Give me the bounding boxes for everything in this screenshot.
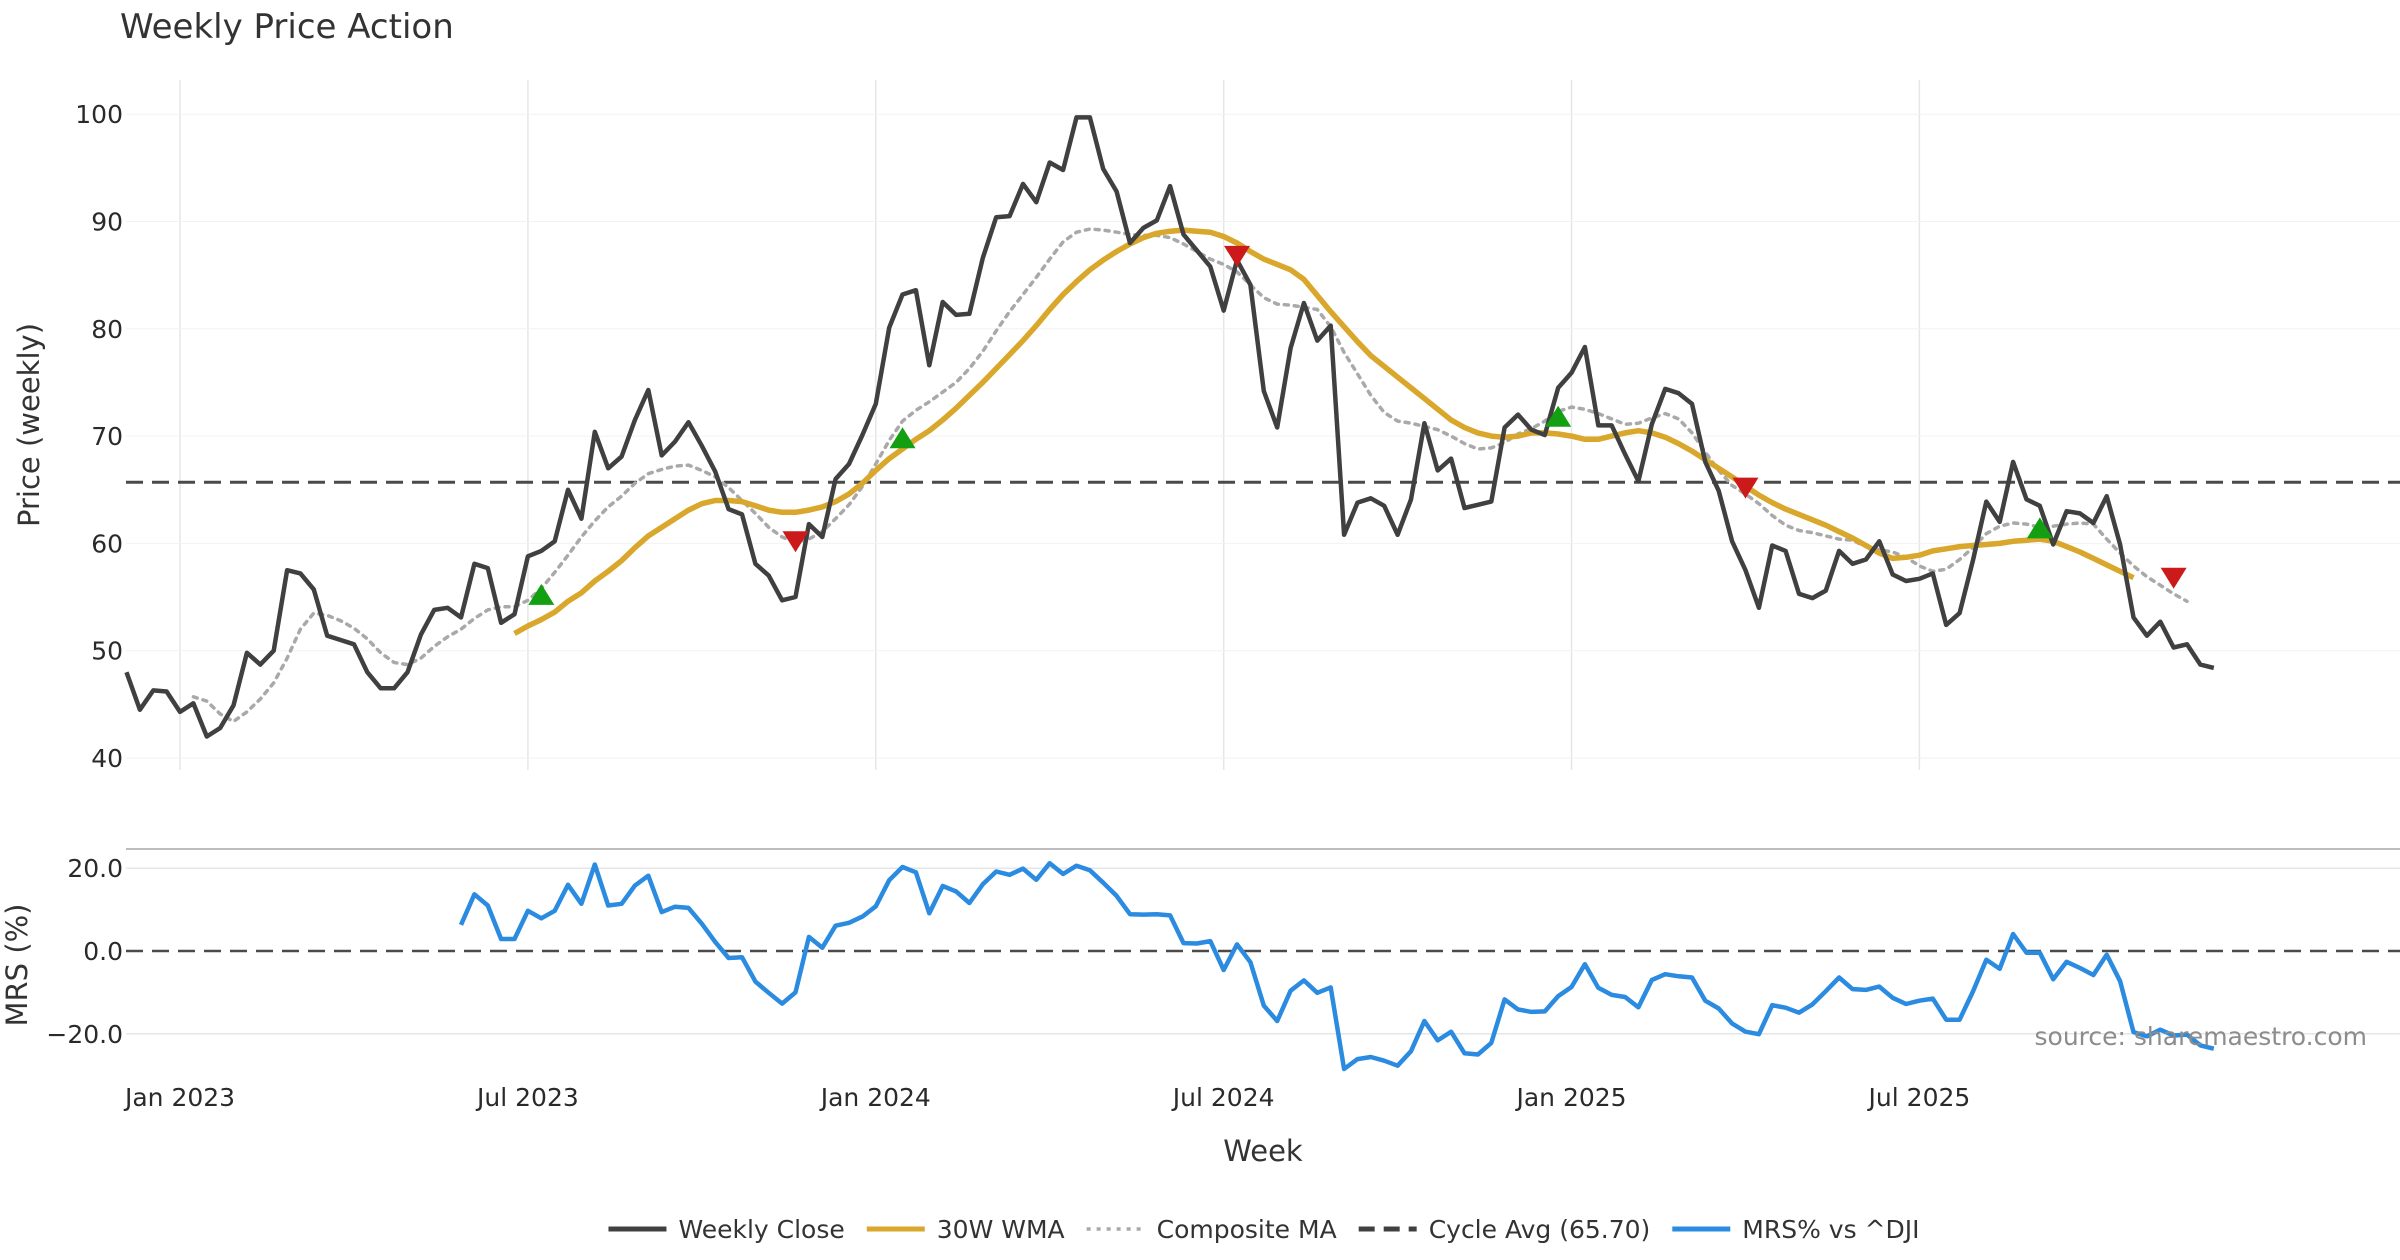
mrs-ytick-label: 20.0	[67, 854, 123, 883]
mrs-ytick-label: 0.0	[83, 937, 123, 966]
legend-label: Composite MA	[1157, 1215, 1337, 1244]
price-panel: 40 50 60 70 80 90 100 Price (weekly)	[12, 80, 2400, 773]
price-ytick-label: 40	[91, 744, 123, 773]
x-tick-label: Jul 2025	[1867, 1083, 1971, 1112]
mrs-panel: 20.0 0.0 −20.0 MRS (%) source: sharemaestr…	[0, 854, 2400, 1072]
weekly-close-line	[124, 115, 2215, 739]
mrs-axis-label: MRS (%)	[0, 904, 34, 1027]
wma-30w-line	[513, 227, 2135, 636]
x-tick-label: Jul 2023	[475, 1083, 579, 1112]
legend-label: Cycle Avg (65.70)	[1429, 1215, 1651, 1244]
buy-signal-marker	[1545, 405, 1572, 427]
price-ytick-label: 70	[91, 422, 123, 451]
mrs-ytick-label: −20.0	[46, 1020, 123, 1049]
sell-signal-marker	[2160, 567, 2187, 589]
x-tick-label: Jan 2024	[819, 1083, 931, 1112]
legend-label: MRS% vs ^DJI	[1742, 1215, 1919, 1244]
x-axis-label: Week	[1223, 1134, 1303, 1168]
legend-label: Weekly Close	[678, 1215, 844, 1244]
price-ytick-label: 60	[91, 529, 123, 558]
x-tick-label: Jan 2023	[123, 1083, 235, 1112]
buy-signal-marker	[889, 427, 916, 449]
chart-title: Weekly Price Action	[120, 7, 454, 47]
x-tick-label: Jul 2024	[1171, 1083, 1275, 1112]
price-ytick-label: 80	[91, 315, 123, 344]
buy-signal-marker	[528, 583, 555, 605]
legend: Weekly Close 30W WMA Composite MA Cycle Avg…	[608, 1215, 1920, 1244]
sell-signal-marker	[782, 531, 809, 553]
price-axis-label: Price (weekly)	[12, 323, 46, 527]
legend-label: 30W WMA	[937, 1215, 1065, 1244]
sell-signal-marker	[1224, 245, 1251, 267]
source-note: source: sharemaestro.com	[2035, 1022, 2368, 1051]
price-ytick-label: 100	[75, 100, 123, 129]
composite-ma-line	[191, 227, 2189, 724]
price-ytick-label: 50	[91, 637, 123, 666]
sell-signal-marker	[1732, 477, 1759, 499]
price-ytick-label: 90	[91, 208, 123, 237]
buy-signal-marker	[2026, 517, 2053, 539]
x-tick-label: Jan 2025	[1514, 1083, 1626, 1112]
mrs-line	[458, 860, 2215, 1072]
